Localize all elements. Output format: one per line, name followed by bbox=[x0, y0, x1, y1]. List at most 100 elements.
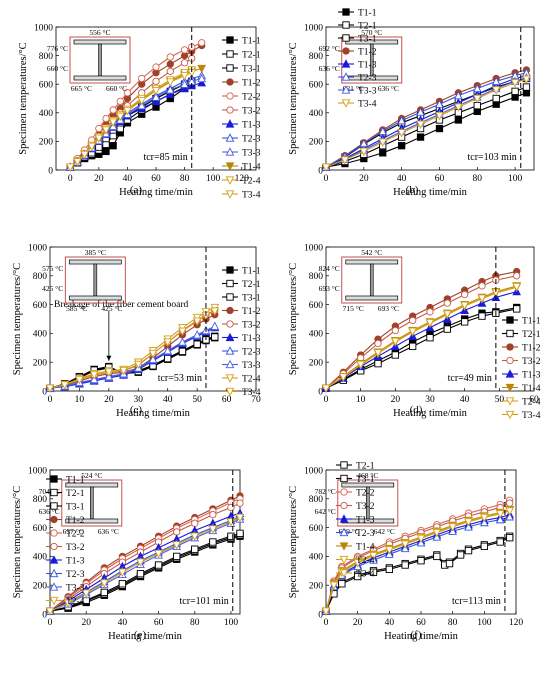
data-point bbox=[148, 354, 158, 363]
series-T2-4 bbox=[45, 513, 245, 616]
web bbox=[369, 263, 374, 297]
legend-label: T2-1 bbox=[242, 51, 261, 61]
web bbox=[93, 263, 98, 297]
data-point bbox=[87, 142, 97, 152]
data-point bbox=[506, 534, 514, 542]
data-point bbox=[210, 307, 220, 316]
legend-marker bbox=[340, 474, 348, 483]
x-tick-label: 50 bbox=[495, 395, 505, 405]
bottom-flange bbox=[73, 75, 127, 81]
section-temp-label: 824 °C bbox=[319, 264, 340, 273]
section-temp-label: 542 °C bbox=[361, 248, 382, 257]
section-temp-label: 524 °C bbox=[81, 471, 102, 480]
data-point bbox=[461, 318, 469, 326]
legend-marker bbox=[339, 569, 349, 578]
data-point bbox=[385, 565, 393, 574]
data-point bbox=[210, 321, 220, 330]
legend-marker bbox=[341, 72, 351, 81]
y-tick-label: 1000 bbox=[304, 23, 323, 33]
x-tick-label: 100 bbox=[477, 618, 492, 628]
data-point bbox=[102, 147, 110, 156]
x-tick-label: 0 bbox=[48, 618, 53, 628]
y-tick-label: 400 bbox=[39, 109, 54, 119]
legend-label: T1-3 bbox=[358, 61, 377, 71]
legend-label: T3-4 bbox=[358, 100, 377, 110]
data-point bbox=[442, 310, 452, 319]
legend-marker bbox=[225, 162, 235, 171]
legend-marker bbox=[225, 133, 235, 142]
section-temp-label: 782 °C bbox=[315, 487, 336, 496]
panel-f: 0 20 40 60 80 100 120 0 200 400 600 800 1000 Heating … bbox=[288, 461, 523, 642]
plot-frame bbox=[325, 26, 535, 171]
panel-caption: (a) bbox=[130, 184, 143, 196]
data-point bbox=[227, 532, 235, 540]
y-tick-label: 200 bbox=[39, 138, 54, 148]
tcr-annotation: tcr=49 min bbox=[448, 373, 492, 384]
legend-marker bbox=[225, 374, 235, 383]
y-tick-label: 1000 bbox=[304, 466, 323, 476]
data-point bbox=[512, 282, 522, 292]
data-point bbox=[478, 282, 486, 290]
legend-label: T2-3 bbox=[242, 348, 261, 358]
legend-label: T1-1 bbox=[242, 37, 261, 47]
data-point bbox=[235, 513, 245, 523]
legend-label: T1-3 bbox=[242, 121, 261, 131]
section-inset: 468 °C 782 °C 642 °C 689 °C 642 °C bbox=[315, 471, 399, 536]
legend-label: T2-2 bbox=[356, 489, 375, 499]
legend-label: T1-4 bbox=[356, 543, 375, 553]
data-point bbox=[492, 94, 500, 103]
data-point bbox=[433, 552, 441, 561]
y-tick-label: 800 bbox=[39, 52, 54, 62]
data-point bbox=[479, 513, 489, 523]
data-point bbox=[505, 512, 515, 521]
data-point bbox=[180, 79, 189, 88]
y-tick-label: 400 bbox=[309, 330, 324, 340]
x-tick-label: 10 bbox=[75, 395, 85, 405]
data-point bbox=[435, 124, 444, 133]
y-tick-label: 200 bbox=[309, 359, 324, 369]
legend-label: T1-3 bbox=[242, 334, 261, 344]
legend-marker bbox=[225, 346, 235, 355]
legend-marker bbox=[50, 502, 58, 510]
legend-marker bbox=[339, 542, 349, 551]
section-temp-label: 585 °C bbox=[66, 304, 87, 313]
legend-label: T1-3 bbox=[522, 371, 541, 381]
legend-marker bbox=[342, 47, 350, 55]
x-tick-label: 60 bbox=[154, 618, 164, 628]
data-point bbox=[445, 559, 454, 568]
section-temp-label: 575 °C bbox=[42, 264, 63, 273]
data-point bbox=[391, 326, 399, 335]
x-tick-label: 30 bbox=[134, 395, 144, 405]
data-point bbox=[148, 349, 158, 359]
data-point bbox=[236, 499, 244, 507]
data-point bbox=[123, 107, 132, 116]
legend-marker bbox=[49, 568, 59, 578]
legend-label: T3-2 bbox=[242, 321, 261, 331]
data-point bbox=[123, 89, 132, 97]
legend-marker bbox=[225, 147, 235, 156]
section-temp-label: 665 °C bbox=[71, 84, 92, 93]
y-tick-label: 800 bbox=[309, 272, 324, 282]
x-tick-label: 0 bbox=[324, 618, 329, 628]
data-point bbox=[496, 538, 504, 546]
bottom-flange bbox=[65, 518, 119, 524]
legend-label: T2-1 bbox=[522, 330, 541, 340]
data-point bbox=[178, 337, 187, 346]
board-outline bbox=[341, 36, 403, 84]
legend-label: T2-2 bbox=[66, 530, 85, 540]
data-point bbox=[435, 112, 444, 121]
y-tick-label: 600 bbox=[309, 524, 324, 534]
data-point bbox=[435, 99, 444, 108]
data-point bbox=[495, 510, 505, 519]
y-tick-label: 600 bbox=[33, 524, 48, 534]
tcr-annotation: tcr=85 min bbox=[143, 152, 187, 163]
x-tick-label: 40 bbox=[163, 395, 173, 405]
legend-marker bbox=[506, 329, 514, 338]
x-axis-label: Heating time/min bbox=[384, 631, 459, 642]
data-point bbox=[178, 327, 187, 337]
legend-marker bbox=[50, 475, 58, 483]
section-temp-label: 642 °C bbox=[374, 527, 395, 536]
x-axis-label: Heating time/min bbox=[108, 631, 183, 642]
legend-marker bbox=[49, 555, 59, 564]
